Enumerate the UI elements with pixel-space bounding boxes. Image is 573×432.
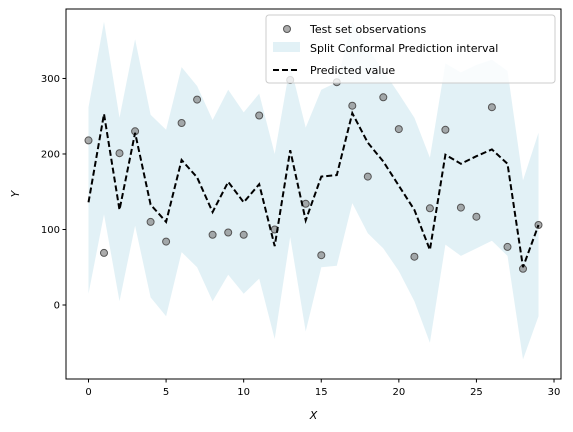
observation-point: [239, 230, 248, 239]
prediction-interval-layer: [88, 21, 539, 360]
observation-point: [348, 101, 357, 110]
legend-label-predicted: Predicted value: [310, 64, 395, 77]
observation-point: [379, 93, 388, 102]
x-tick-label: 5: [163, 387, 169, 398]
observation-point: [441, 125, 450, 134]
observation-point: [503, 242, 512, 251]
observation-point: [425, 204, 434, 213]
x-tick-label: 20: [392, 387, 405, 398]
y-tick-label: 300: [41, 74, 60, 85]
legend-observation-marker: [283, 25, 291, 33]
observation-point: [84, 136, 93, 145]
observation-point: [301, 199, 310, 208]
observation-point: [208, 230, 217, 239]
observation-point: [410, 252, 419, 261]
observation-point: [193, 95, 202, 104]
x-axis-label: X: [309, 409, 318, 422]
y-axis-label: Y: [9, 189, 22, 197]
observation-point: [363, 172, 372, 181]
y-axis-ticks: 0 100 200 300: [41, 74, 66, 312]
observation-point: [224, 228, 233, 237]
legend-box: [265, 14, 556, 84]
x-tick-label: 15: [315, 387, 328, 398]
legend-label-interval: Split Conformal Prediction interval: [310, 42, 498, 55]
observation-point: [146, 217, 155, 226]
x-tick-label: 30: [548, 387, 561, 398]
observation-point: [487, 103, 496, 112]
legend-label-observations: Test set observations: [309, 23, 427, 36]
y-tick-label: 200: [41, 149, 60, 160]
observation-point: [162, 237, 171, 246]
y-tick-label: 0: [54, 301, 60, 312]
observation-point: [115, 149, 124, 158]
x-tick-label: 10: [237, 387, 250, 398]
x-tick-label: 0: [85, 387, 91, 398]
observation-point: [456, 203, 465, 212]
observation-point: [317, 251, 326, 260]
observation-point: [394, 125, 403, 134]
plot-frame: [65, 8, 562, 380]
observation-point: [472, 212, 481, 221]
legend-interval-swatch: [273, 42, 300, 52]
observation-point: [177, 119, 186, 127]
x-tick-label: 25: [470, 387, 483, 398]
observation-point: [255, 111, 264, 120]
x-axis-ticks: 0 5 10 15 20 25 30: [85, 379, 560, 398]
y-tick-label: 100: [41, 225, 60, 236]
legend: Test set observations Split Conformal Pr…: [265, 14, 556, 84]
observation-point: [100, 248, 108, 257]
prediction-interval-band: [88, 21, 539, 360]
